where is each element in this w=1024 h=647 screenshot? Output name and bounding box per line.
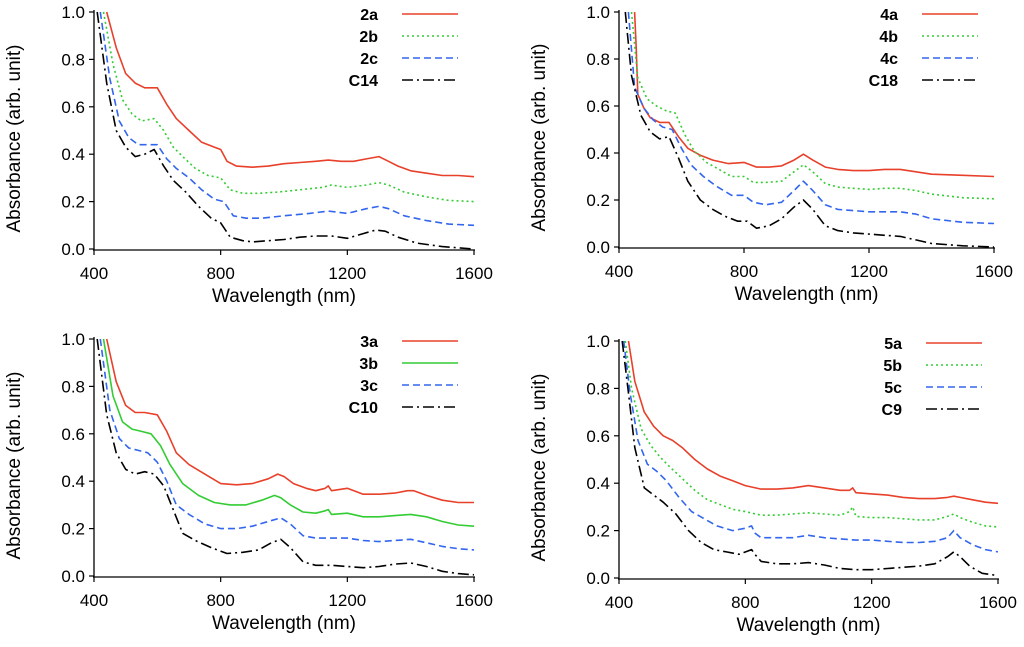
chart-panel-top-left: 0.0 0.2 0.4 0.6 0.8 1.0 400 800 1200 1600 Waveleng…	[4, 3, 493, 307]
y-tick-label: 0.0	[586, 569, 610, 588]
series-line-3b	[102, 338, 474, 527]
y-tick-label: 0.6	[586, 427, 610, 446]
series-line-4b	[630, 11, 994, 200]
y-tick-label: 0.0	[61, 240, 85, 259]
y-tick-label: 0.6	[586, 97, 610, 116]
y-tick-label: 0.6	[61, 425, 85, 444]
y-tick-label: 0.4	[586, 474, 610, 493]
series-line-3c	[99, 338, 474, 551]
y-axis-title: Absorbance (arb. unit)	[4, 45, 25, 233]
x-tick-label: 400	[605, 262, 633, 281]
x-axis-title: Wavelength (nm)	[212, 286, 356, 307]
x-tick-label: 800	[731, 593, 759, 612]
x-tick-label: 800	[206, 591, 234, 610]
y-tick-label: 0.4	[61, 145, 85, 164]
y-axis-title: Absorbance (arb. unit)	[4, 372, 25, 560]
legend-label-C14: C14	[349, 73, 378, 90]
chart-panel-bottom-right: 0.0 0.2 0.4 0.6 0.8 1.0 400 800 1200 1600 Waveleng…	[529, 332, 1017, 636]
x-tick-label: 800	[206, 264, 234, 283]
x-axis-title: Wavelength (nm)	[737, 615, 881, 636]
x-tick-label: 1600	[979, 593, 1017, 612]
series-line-4c	[627, 11, 994, 225]
y-tick-label: 0.4	[586, 144, 610, 163]
legend-label-C18: C18	[869, 73, 898, 90]
legend-label-2b: 2b	[359, 29, 378, 46]
legend-label-2c: 2c	[360, 51, 378, 68]
series-line-2b	[102, 11, 474, 203]
legend-label-3b: 3b	[359, 356, 378, 373]
chart-panel-bottom-left: 0.0 0.2 0.4 0.6 0.8 1.0 400 800 1200 1600 Waveleng…	[4, 330, 493, 634]
y-tick-label: 0.2	[61, 520, 85, 539]
x-tick-label: 1200	[328, 264, 366, 283]
x-tick-label: 1600	[455, 591, 493, 610]
x-tick-label: 1600	[455, 264, 493, 283]
series-line-2c	[99, 11, 474, 227]
y-tick-label: 1.0	[61, 330, 85, 349]
legend-label-3c: 3c	[360, 378, 378, 395]
y-tick-label: 0.8	[61, 377, 85, 396]
y-tick-label: 0.4	[61, 472, 85, 491]
y-axis-title: Absorbance (arb. unit)	[529, 374, 550, 562]
legend-label-3a: 3a	[360, 334, 378, 351]
legend-label-C9: C9	[882, 402, 903, 419]
series-line-3a	[105, 338, 474, 504]
x-axis-title: Wavelength (nm)	[735, 284, 879, 305]
series-line-5a	[627, 340, 998, 505]
y-tick-label: 1.0	[61, 3, 85, 22]
legend-label-4b: 4b	[879, 29, 898, 46]
y-tick-label: 0.8	[586, 50, 610, 69]
legend-label-5c: 5c	[884, 380, 902, 397]
y-tick-label: 0.0	[586, 238, 610, 257]
legend-label-4c: 4c	[880, 51, 898, 68]
series-line-C10	[96, 338, 474, 576]
series-line-C9	[621, 340, 998, 577]
x-tick-label: 1200	[853, 593, 891, 612]
x-tick-label: 1600	[975, 262, 1013, 281]
y-tick-label: 1.0	[586, 332, 610, 351]
y-tick-label: 0.8	[586, 379, 610, 398]
series-line-5c	[622, 340, 998, 553]
chart-panel-top-right: 0.0 0.2 0.4 0.6 0.8 1.0 400 800 1200 1600 Waveleng…	[529, 3, 1013, 305]
x-tick-label: 400	[80, 264, 108, 283]
series-line-C18	[624, 11, 994, 248]
y-tick-label: 0.2	[586, 191, 610, 210]
y-axis-title: Absorbance (arb. unit)	[529, 44, 550, 232]
series-line-5b	[624, 340, 998, 528]
series-line-C14	[96, 11, 474, 250]
series-line-2a	[105, 11, 474, 178]
x-tick-label: 400	[605, 593, 633, 612]
y-tick-label: 1.0	[586, 3, 610, 22]
legend-label-2a: 2a	[360, 7, 378, 24]
y-tick-label: 0.2	[586, 522, 610, 541]
x-axis-title: Wavelength (nm)	[212, 613, 356, 634]
x-tick-label: 1200	[328, 591, 366, 610]
series-line-4a	[633, 11, 994, 178]
y-tick-label: 0.6	[61, 98, 85, 117]
x-tick-label: 800	[730, 262, 758, 281]
y-tick-label: 0.0	[61, 567, 85, 586]
y-tick-label: 0.8	[61, 50, 85, 69]
y-tick-label: 0.2	[61, 193, 85, 212]
x-tick-label: 400	[80, 591, 108, 610]
legend-label-C10: C10	[349, 400, 378, 417]
x-tick-label: 1200	[850, 262, 888, 281]
legend-label-5b: 5b	[883, 358, 902, 375]
legend-label-4a: 4a	[880, 7, 898, 24]
legend-label-5a: 5a	[884, 336, 902, 353]
